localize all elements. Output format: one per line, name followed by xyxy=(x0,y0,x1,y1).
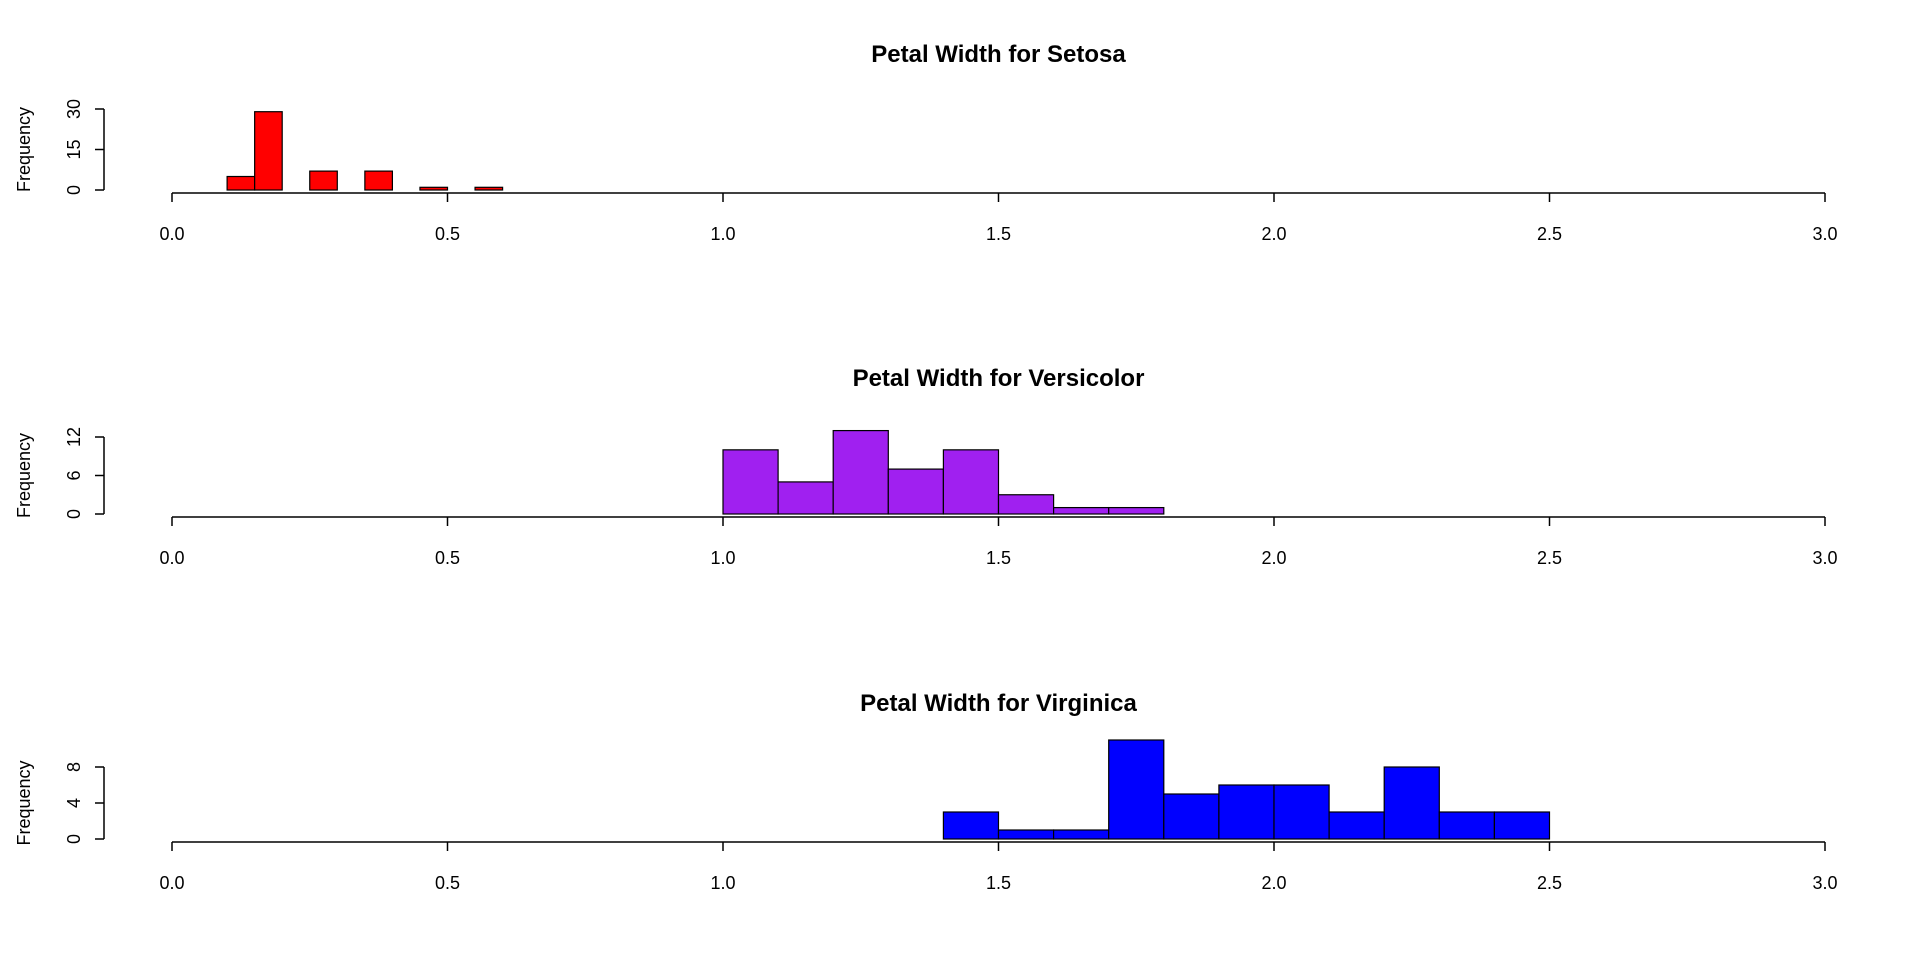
y-tick-label: 4 xyxy=(64,798,84,808)
x-tick-label: 0.5 xyxy=(435,224,460,244)
histogram-bar xyxy=(1163,793,1220,840)
histogram-bar xyxy=(1273,784,1330,840)
x-tick-label: 0.0 xyxy=(159,873,184,893)
y-tick-label: 8 xyxy=(64,762,84,772)
x-tick-label: 3.0 xyxy=(1812,873,1837,893)
histogram-bar xyxy=(997,829,1055,840)
histogram-bar xyxy=(364,170,394,191)
histogram-bar xyxy=(226,175,256,191)
x-tick-label: 1.5 xyxy=(986,873,1011,893)
y-tick-label: 6 xyxy=(64,470,84,480)
panel-title: Petal Width for Setosa xyxy=(871,41,1126,68)
histogram-bar xyxy=(1493,811,1551,840)
histogram-bar xyxy=(1218,784,1275,840)
histogram-bar xyxy=(997,494,1055,515)
y-tick-label: 0 xyxy=(64,509,84,519)
histogram-bar xyxy=(942,449,1000,515)
histogram-bar xyxy=(1383,766,1440,840)
histogram-bar xyxy=(419,186,449,191)
x-tick-label: 2.5 xyxy=(1537,548,1562,568)
histogram-panel: Petal Width for Versicolor Frequency 0 6 12 0… xyxy=(14,365,1838,568)
y-axis-label: Frequency xyxy=(14,760,34,845)
x-tick-label: 0.5 xyxy=(435,548,460,568)
y-tick-label: 15 xyxy=(64,139,84,159)
y-axis-label: Frequency xyxy=(14,107,34,192)
x-tick-label: 3.0 xyxy=(1812,224,1837,244)
histogram-bar xyxy=(1052,506,1110,515)
histogram-bar xyxy=(254,111,283,191)
histogram-bar xyxy=(309,170,338,191)
panel-title: Petal Width for Versicolor xyxy=(853,365,1145,392)
x-tick-label: 0.0 xyxy=(159,548,184,568)
y-tick-label: 12 xyxy=(64,427,84,447)
histogram-panel: Petal Width for Virginica Frequency 0 4 8 0.0… xyxy=(14,690,1838,893)
y-axis-label: Frequency xyxy=(14,433,34,518)
x-tick-label: 1.0 xyxy=(710,873,735,893)
x-tick-label: 2.0 xyxy=(1261,873,1286,893)
histogram-bar xyxy=(1052,829,1110,840)
x-tick-label: 2.5 xyxy=(1537,873,1562,893)
x-tick-label: 2.0 xyxy=(1261,548,1286,568)
histogram-bar xyxy=(1328,811,1385,840)
x-tick-label: 1.5 xyxy=(986,548,1011,568)
histogram-bar xyxy=(942,811,1000,840)
histogram-panel: Petal Width for Setosa Frequency 0 15 30 0.0 0… xyxy=(14,41,1838,244)
x-tick-label: 0.5 xyxy=(435,873,460,893)
panel-title: Petal Width for Virginica xyxy=(860,690,1137,717)
histogram-bar xyxy=(777,481,834,515)
histogram-bar xyxy=(887,468,944,515)
histogram-bar xyxy=(474,186,504,191)
y-tick-label: 0 xyxy=(64,185,84,195)
x-tick-label: 1.0 xyxy=(710,548,735,568)
x-tick-label: 3.0 xyxy=(1812,548,1837,568)
y-tick-label: 0 xyxy=(64,834,84,844)
histogram-bar xyxy=(1438,811,1496,840)
y-tick-label: 30 xyxy=(64,99,84,119)
x-tick-label: 2.5 xyxy=(1537,224,1562,244)
x-tick-label: 1.0 xyxy=(710,224,735,244)
histogram-bar xyxy=(832,429,889,515)
x-tick-label: 1.5 xyxy=(986,224,1011,244)
histogram-bar xyxy=(1108,739,1165,840)
x-tick-label: 0.0 xyxy=(159,224,184,244)
x-tick-label: 2.0 xyxy=(1261,224,1286,244)
histogram-bar xyxy=(722,449,779,515)
histogram-bar xyxy=(1108,506,1165,515)
